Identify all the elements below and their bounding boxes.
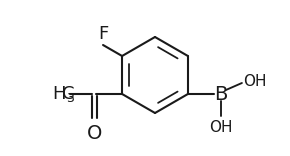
Text: B: B — [214, 85, 228, 103]
Text: OH: OH — [209, 120, 233, 135]
Text: C: C — [61, 85, 74, 103]
Text: OH: OH — [243, 75, 267, 90]
Text: 3: 3 — [66, 92, 73, 105]
Text: H: H — [52, 85, 66, 103]
Text: O: O — [86, 124, 102, 143]
Text: F: F — [98, 25, 108, 43]
